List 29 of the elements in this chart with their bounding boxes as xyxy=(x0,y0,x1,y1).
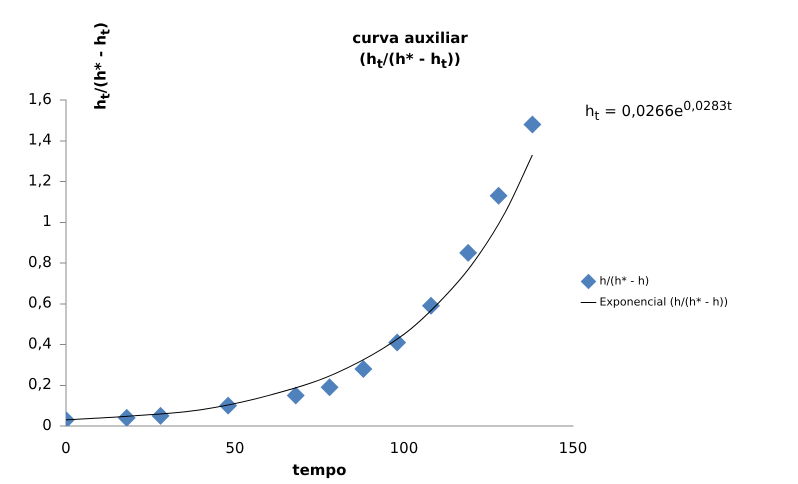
y-tick-label: 0,2 xyxy=(28,375,52,394)
x-axis-title: tempo xyxy=(292,460,346,479)
x-tick-label: 50 xyxy=(225,438,244,457)
y-tick-label: 1 xyxy=(42,212,52,230)
y-tick-label: 1,2 xyxy=(28,171,52,190)
point xyxy=(354,360,372,378)
point xyxy=(523,115,542,134)
point xyxy=(219,396,238,415)
point xyxy=(320,378,339,396)
point xyxy=(286,386,305,404)
y-tick-label: 0 xyxy=(42,416,52,434)
x-tick-label: 150 xyxy=(558,438,588,457)
point xyxy=(388,333,406,352)
point xyxy=(459,244,478,262)
x-tick-label: 0 xyxy=(61,438,71,457)
x-tick-label: 100 xyxy=(390,438,418,457)
chart-title: curva auxiliar (h$_{t}$/(h* - h$_{t}$)) xyxy=(351,28,469,73)
legend-label: h/(h* - h) xyxy=(599,274,650,288)
point xyxy=(152,406,170,425)
y-tick-label: 0,8 xyxy=(28,252,52,271)
point xyxy=(422,296,440,315)
point xyxy=(490,186,508,205)
y-tick-label: 0,4 xyxy=(28,334,52,352)
legend-label: Exponencial (h/(h* - h)) xyxy=(599,295,728,308)
y-tick-label: 0,6 xyxy=(28,294,52,312)
y-tick-label: 1,4 xyxy=(28,130,52,149)
y-tick-label: 1,6 xyxy=(28,90,52,108)
text: h$_{t}$ = 0,0266e$^{0,0283t}$ xyxy=(585,98,732,123)
point xyxy=(118,408,136,426)
